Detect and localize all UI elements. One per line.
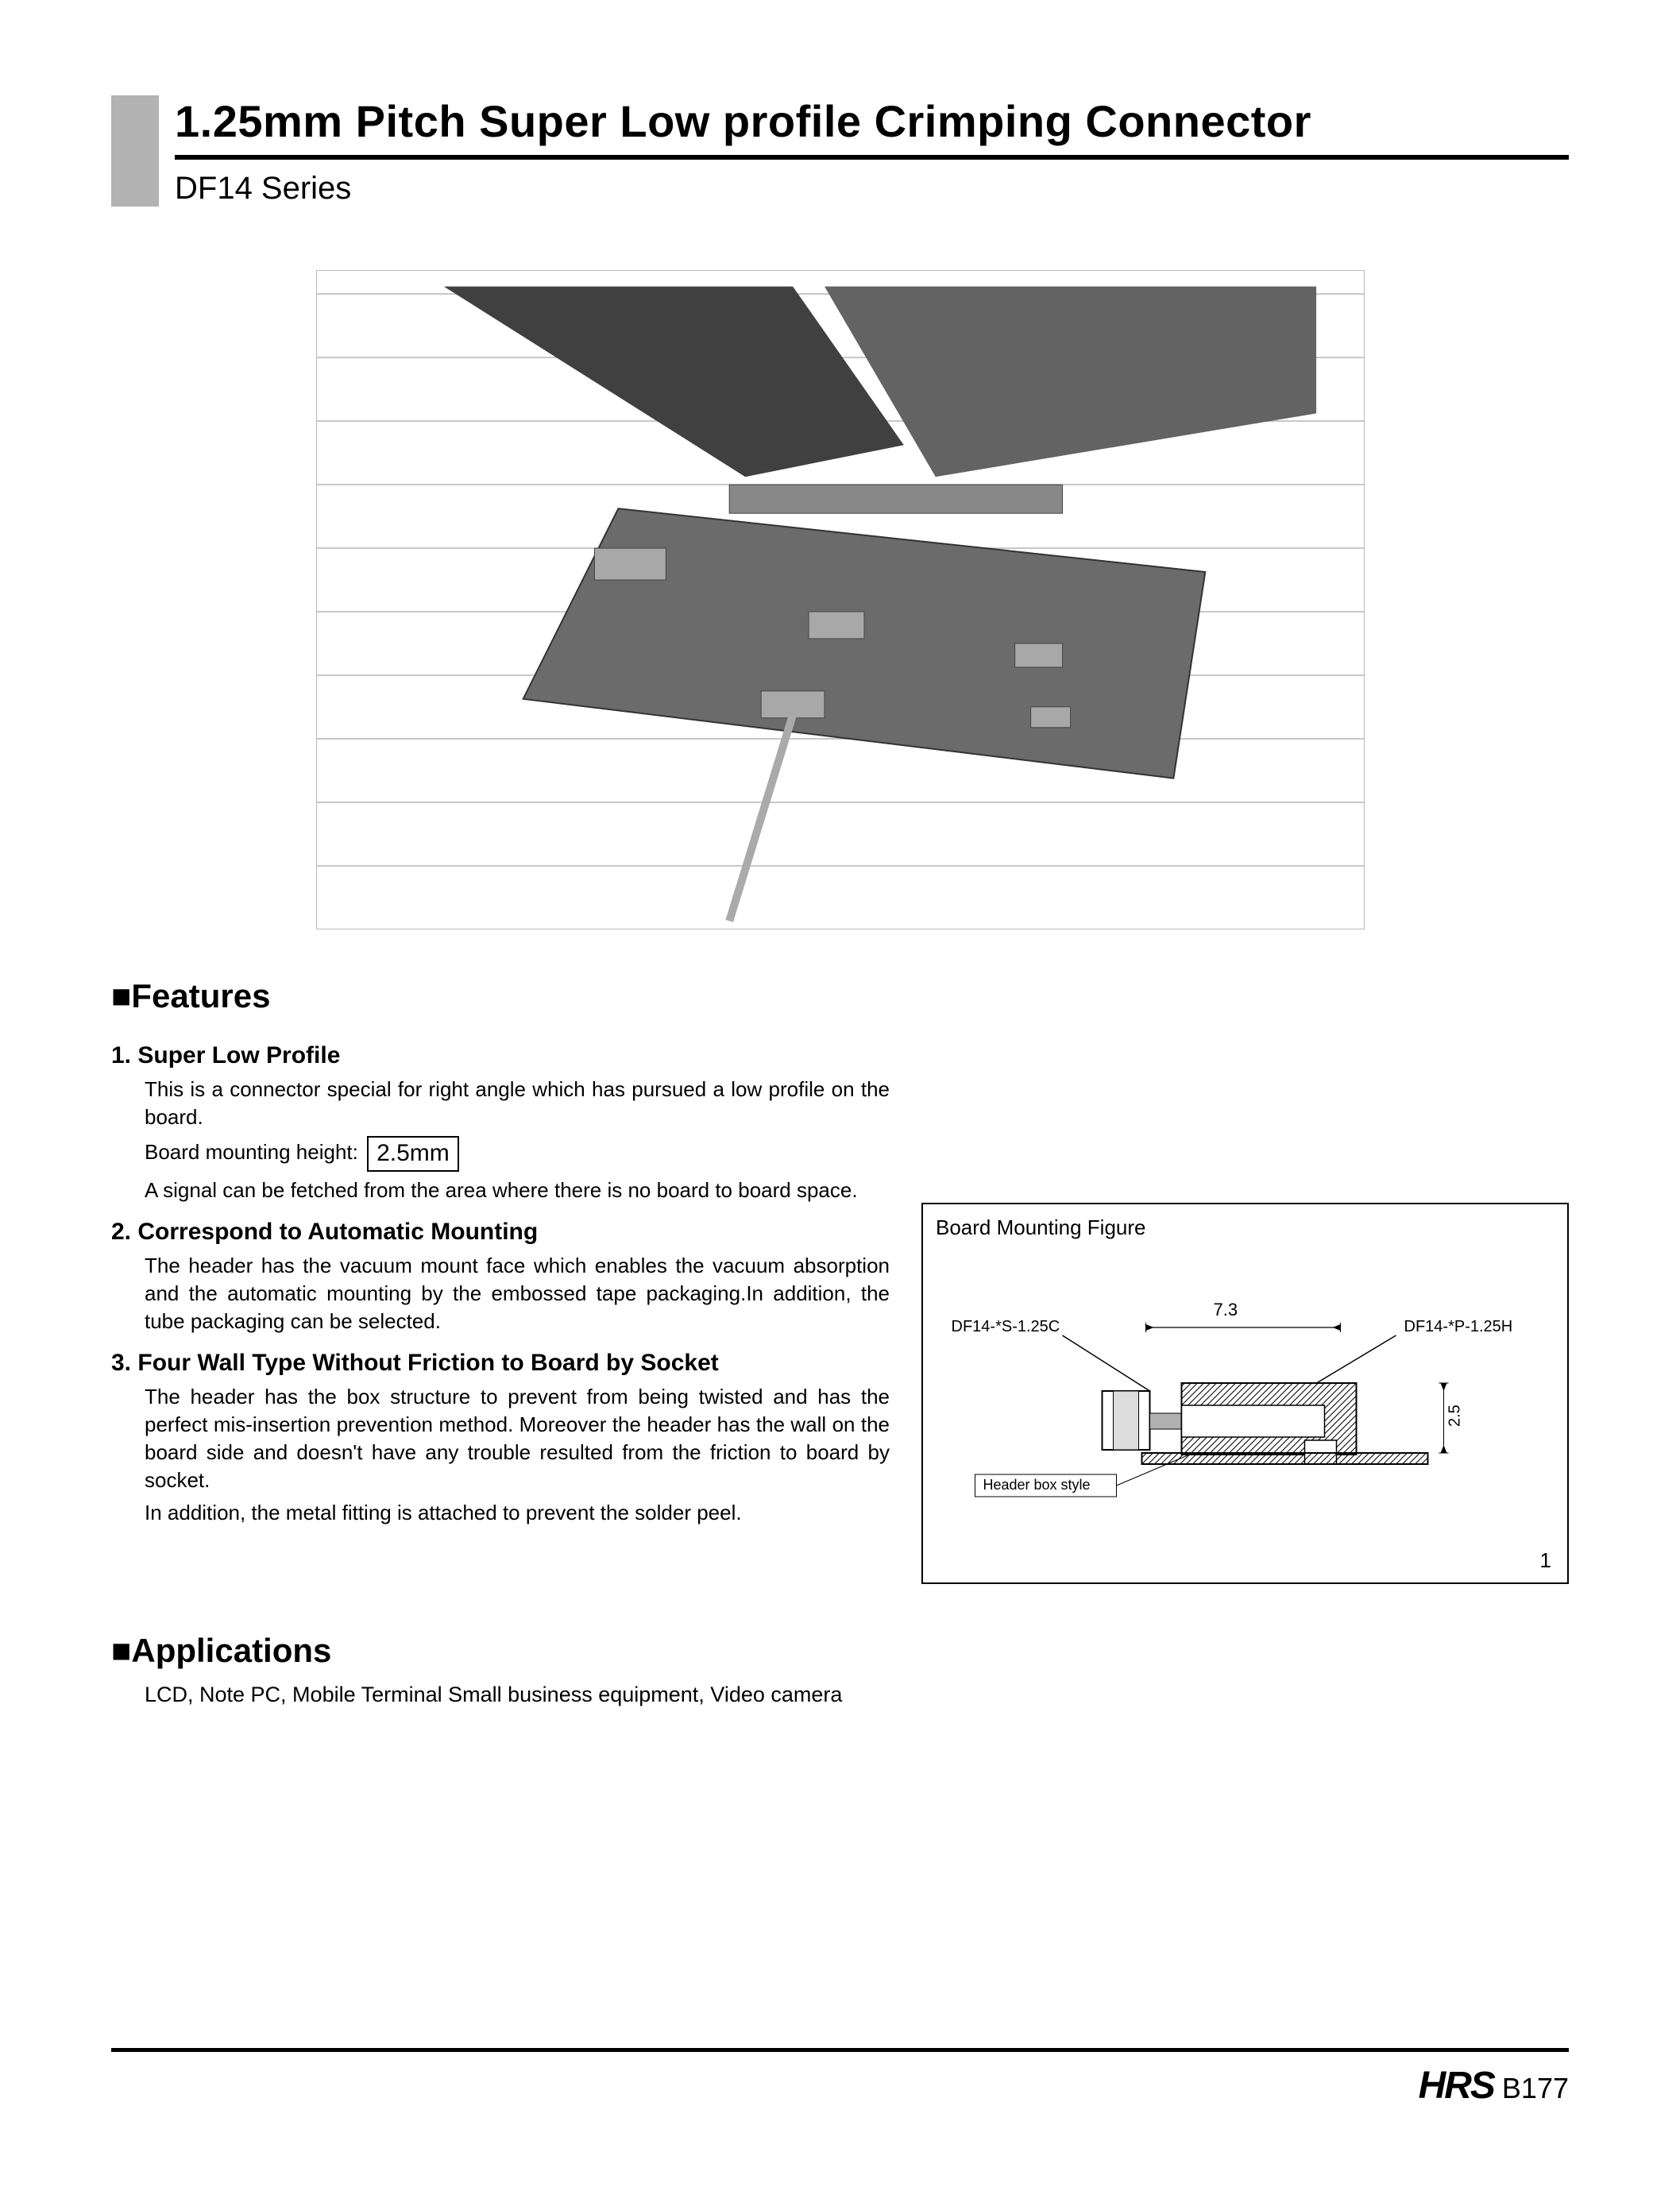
figure-page-number: 1 (1540, 1548, 1551, 1573)
feature-1-body-1: This is a connector special for right an… (111, 1076, 890, 1131)
feature-1-body-2: Board mounting height: 2.5mm (111, 1136, 890, 1172)
brand-logo: HRS (1419, 2064, 1494, 2108)
product-photo-placeholder (316, 270, 1365, 929)
mounting-height-box: 2.5mm (367, 1136, 459, 1172)
fig-left-label: DF14-*S-1.25C (952, 1318, 1060, 1335)
mounting-diagram-svg: DF14-*S-1.25C 7.3 DF14-*P-1.25H (936, 1256, 1554, 1558)
footer-rule (111, 2048, 1569, 2052)
features-heading-text: ■Features (111, 977, 270, 1014)
title-tab-accent (111, 95, 159, 207)
applications-text: LCD, Note PC, Mobile Terminal Small busi… (111, 1683, 1569, 1707)
feature-1-num: 1. (111, 1042, 131, 1068)
features-row: 1. Super Low Profile This is a connector… (111, 1028, 1569, 1584)
fig-dim-side: 2.5 (1446, 1405, 1464, 1427)
feature-1-heading: 1. Super Low Profile (111, 1042, 890, 1069)
series-subtitle: DF14 Series (175, 171, 1569, 207)
feature-3-body-2: In addition, the metal fitting is attach… (111, 1499, 890, 1527)
feature-1-title: Super Low Profile (137, 1042, 340, 1068)
page-title: 1.25mm Pitch Super Low profile Crimping … (175, 95, 1569, 147)
feature-2-num: 2. (111, 1219, 131, 1245)
feature-2-heading: 2. Correspond to Automatic Mounting (111, 1219, 890, 1246)
applications-heading-text: ■Applications (111, 1632, 331, 1669)
features-heading: ■Features (111, 977, 1569, 1015)
product-photo-svg (317, 270, 1364, 929)
feature-3-num: 3. (111, 1350, 131, 1376)
feature-3-body-1: The header has the box structure to prev… (111, 1383, 890, 1494)
feature-2-body-1: The header has the vacuum mount face whi… (111, 1252, 890, 1335)
title-block: 1.25mm Pitch Super Low profile Crimping … (175, 95, 1569, 207)
features-column: 1. Super Low Profile This is a connector… (111, 1028, 890, 1532)
applications-heading: ■Applications (111, 1632, 1569, 1670)
board-mounting-figure: Board Mounting Figure DF14-*S-1.25C 7.3 … (921, 1203, 1569, 1584)
fig-right-label: DF14-*P-1.25H (1404, 1318, 1513, 1335)
feature-1-body-3: A signal can be fetched from the area wh… (111, 1177, 890, 1204)
footer-brand: HRS B177 (1419, 2064, 1569, 2108)
figure-title: Board Mounting Figure (936, 1215, 1554, 1240)
feature-2-title: Correspond to Automatic Mounting (137, 1219, 538, 1245)
page-number: B177 (1502, 2072, 1569, 2105)
feature-3-heading: 3. Four Wall Type Without Friction to Bo… (111, 1350, 890, 1377)
datasheet-page: 1.25mm Pitch Super Low profile Crimping … (0, 0, 1680, 2187)
fig-dim-top: 7.3 (1214, 1300, 1238, 1320)
title-underline (175, 155, 1569, 160)
feature-3-title: Four Wall Type Without Friction to Board… (137, 1350, 718, 1376)
fig-box-style-label: Header box style (983, 1477, 1091, 1493)
title-row: 1.25mm Pitch Super Low profile Crimping … (111, 95, 1569, 207)
feature-1-height-prefix: Board mounting height: (145, 1140, 358, 1164)
